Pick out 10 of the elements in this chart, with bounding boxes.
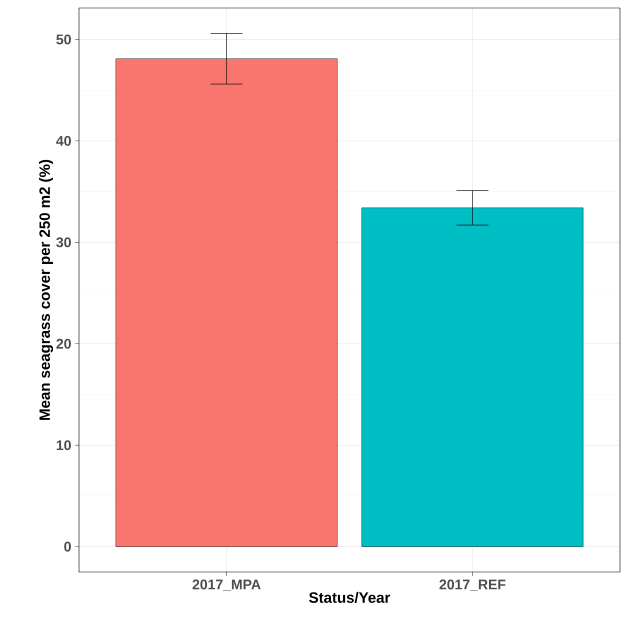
x-tick-label: 2017_MPA bbox=[192, 580, 261, 592]
y-tick-label: 30 bbox=[56, 237, 71, 248]
y-tick-label: 40 bbox=[56, 136, 71, 146]
y-tick-label: 20 bbox=[56, 338, 71, 349]
y-tick-label: 0 bbox=[64, 542, 71, 552]
y-axis-title: Mean seagrass cover per 250 m2 (%) bbox=[38, 160, 54, 420]
y-tick-label: 50 bbox=[56, 34, 71, 44]
y-tick-label: 10 bbox=[56, 440, 71, 450]
x-tick-label: 2017_REF bbox=[439, 580, 506, 592]
x-axis-title: Status/Year bbox=[309, 592, 390, 604]
